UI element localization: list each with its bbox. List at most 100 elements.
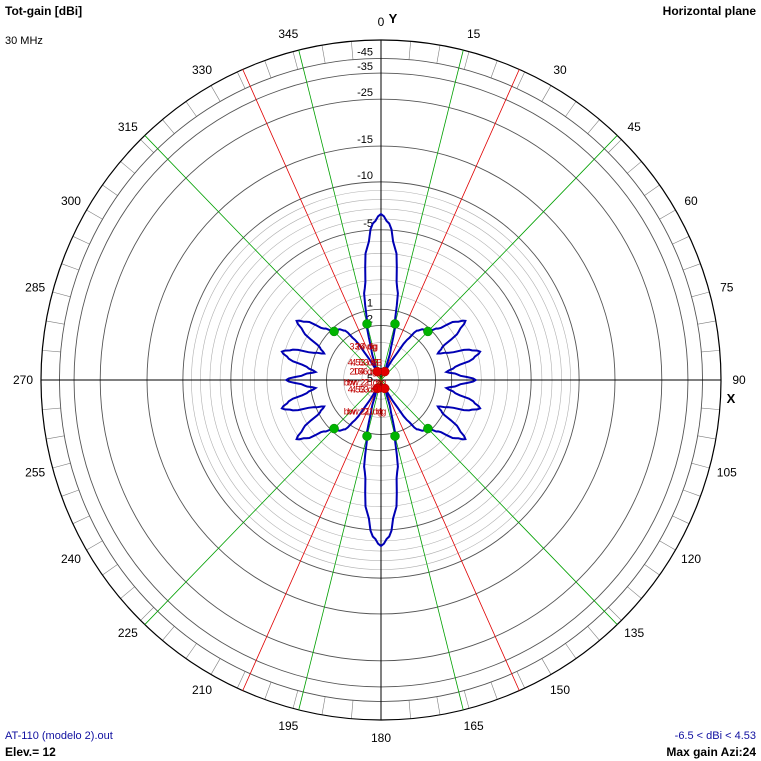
- x-axis-letter: X: [727, 391, 736, 406]
- gain-range-label: -6.5 < dBi < 4.53: [674, 730, 756, 742]
- angle-tick-label: 225: [118, 626, 138, 640]
- grid-spoke: [210, 658, 221, 675]
- angle-tick-label: 210: [192, 683, 212, 697]
- file-name-label: AT-110 (modelo 2).out: [5, 730, 113, 742]
- grid-spoke: [351, 700, 354, 719]
- grid-spoke: [61, 489, 79, 497]
- radial-gain-label: -45: [357, 46, 373, 58]
- grid-spoke: [42, 407, 61, 410]
- max-gain-value-label: 4.53 dB: [348, 384, 379, 394]
- grid-spoke: [516, 671, 525, 689]
- angle-tick-label: 270: [13, 373, 33, 387]
- beamwidth-label: bw: 21 dg: [344, 378, 383, 388]
- radial-gain-label: -25: [357, 87, 373, 99]
- max-gain-point: [372, 366, 383, 377]
- grid-spoke: [436, 696, 441, 715]
- grid-spoke: [608, 607, 622, 621]
- grid-spoke: [162, 119, 175, 134]
- grid-spoke: [162, 626, 175, 641]
- radial-gain-label: -5: [363, 218, 373, 230]
- max-gain-angle-label: 336 dg: [349, 342, 377, 352]
- grid-spoke: [46, 320, 65, 325]
- grid-spoke: [697, 435, 716, 440]
- grid-spoke: [140, 607, 154, 621]
- grid-spoke: [86, 209, 103, 220]
- max-gain-value-label: 4.53 dB: [351, 384, 382, 394]
- frequency-label: 30 MHz: [5, 35, 43, 47]
- beamwidth-point: [362, 319, 372, 329]
- radial-gain-label: 2: [367, 313, 373, 325]
- grid-spoke: [644, 184, 660, 196]
- radial-gain-label: 5: [367, 373, 373, 385]
- grid-spoke: [292, 51, 299, 70]
- radial-gain-label: -35: [357, 61, 373, 73]
- angle-tick-label: 330: [192, 63, 212, 77]
- grid-spoke: [490, 682, 498, 700]
- beamwidth-label: bw: 21 dg: [344, 406, 383, 416]
- grid-spoke: [659, 540, 676, 551]
- grid-spoke: [408, 700, 411, 719]
- grid-spoke: [61, 263, 79, 271]
- grid-spoke: [683, 489, 701, 497]
- angle-tick-label: 240: [61, 552, 81, 566]
- radial-gain-label: -15: [357, 134, 373, 146]
- angle-tick-label: 45: [627, 120, 641, 134]
- grid-spoke: [490, 60, 498, 78]
- angle-tick-label: 15: [467, 27, 481, 41]
- grid-spoke: [701, 407, 720, 410]
- grid-spoke: [185, 643, 197, 659]
- beamwidth-line: [144, 379, 382, 625]
- angle-tick-label: 0: [378, 15, 385, 29]
- grid-spoke: [436, 45, 441, 64]
- y-axis-letter: Y: [389, 11, 398, 26]
- grid-spoke: [185, 101, 197, 117]
- grid-spoke: [701, 350, 720, 353]
- grid-spoke: [321, 45, 326, 64]
- grid-spoke: [587, 626, 600, 641]
- grid-spoke: [516, 71, 525, 89]
- grid-spoke: [72, 236, 90, 245]
- radiation-pattern-curve: [280, 212, 482, 548]
- grid-spoke: [659, 209, 676, 220]
- grid-spoke: [237, 671, 246, 689]
- max-gain-angle-label: 24 dg: [355, 342, 378, 352]
- grid-spoke: [463, 690, 470, 709]
- grid-spoke: [52, 291, 71, 298]
- beamwidth-label: bw: 21 dg: [347, 378, 386, 388]
- angle-tick-label: 165: [464, 719, 484, 733]
- max-gain-point: [372, 383, 383, 394]
- grid-spoke: [72, 515, 90, 524]
- angle-tick-label: 135: [624, 626, 644, 640]
- max-gain-line: [242, 379, 382, 691]
- gain-unit-title: Tot-gain [dBi]: [5, 4, 83, 18]
- grid-spoke: [541, 658, 552, 675]
- angle-tick-label: 315: [118, 120, 138, 134]
- grid-spoke: [627, 586, 642, 599]
- max-gain-label: Max gain Azi:24: [666, 745, 756, 759]
- angle-tick-label: 105: [717, 466, 737, 480]
- grid-spoke: [672, 515, 690, 524]
- angle-tick-label: 300: [61, 194, 81, 208]
- grid-spoke: [587, 119, 600, 134]
- angle-tick-label: 75: [720, 280, 734, 294]
- angle-tick-label: 30: [553, 63, 567, 77]
- beamwidth-point: [329, 326, 339, 337]
- grid-spoke: [237, 71, 246, 89]
- max-gain-line: [380, 379, 520, 691]
- angle-tick-label: 60: [684, 194, 698, 208]
- beamwidth-point: [423, 326, 433, 337]
- beamwidth-point: [329, 423, 339, 434]
- grid-spoke: [46, 435, 65, 440]
- max-gain-value-label: 4.53 dB: [351, 358, 382, 368]
- grid-spoke: [120, 161, 135, 174]
- grid-spoke: [408, 41, 411, 60]
- radial-gain-label: 1: [367, 297, 373, 309]
- elevation-label: Elev.= 12: [5, 745, 56, 759]
- angle-tick-label: 180: [371, 731, 391, 745]
- grid-spoke: [697, 320, 716, 325]
- angle-tick-label: 120: [681, 552, 701, 566]
- beamwidth-point: [423, 423, 433, 434]
- grid-spoke: [86, 540, 103, 551]
- angle-tick-label: 345: [278, 27, 298, 41]
- grid-spoke: [321, 696, 326, 715]
